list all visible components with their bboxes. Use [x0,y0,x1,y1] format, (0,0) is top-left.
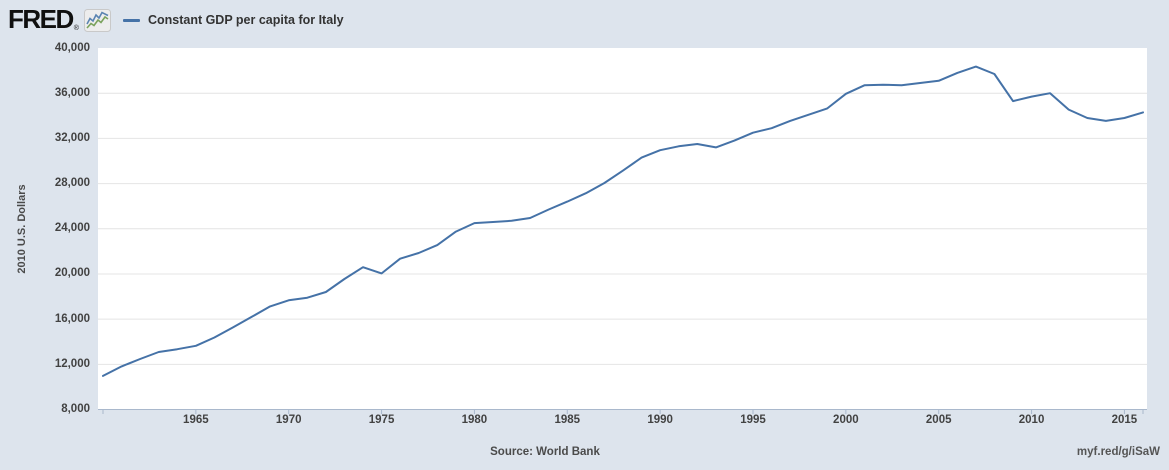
chart-header: FRED ® Constant GDP per capita for Italy [8,5,344,35]
x-axis-tick-label: 1965 [183,414,209,426]
y-axis-tick-label: 8,000 [61,403,90,415]
y-axis-tick-label: 40,000 [54,41,90,54]
logo-icon-green-line [86,15,109,29]
y-axis-tick-label: 36,000 [54,86,90,99]
y-axis-title: 2010 U.S. Dollars [16,184,28,274]
x-axis-tick-label: 2010 [1018,414,1045,426]
source-text: Source: World Bank [490,446,600,458]
fred-logo-text: FRED [8,4,74,35]
x-axis-tick-label: 2000 [833,414,859,426]
y-axis-tick-label: 12,000 [54,357,90,370]
legend-series-label[interactable]: Constant GDP per capita for Italy [147,13,344,27]
y-axis-tick-label: 16,000 [54,312,90,325]
fred-logo-chart-icon [83,8,111,32]
x-axis-tick-label: 1980 [461,414,488,426]
x-axis-tick-label: 1970 [275,414,302,426]
x-axis-tick-label: 2015 [1111,414,1138,426]
logo-icon-blue-line [86,10,109,24]
data-line-constant-gdp-per-capita-italy[interactable] [102,65,1144,377]
x-axis-tick-label: 2005 [925,414,952,426]
short-url-link[interactable]: myf.red/g/iSaW [1076,446,1160,458]
y-axis-tick-label: 32,000 [54,131,90,144]
x-axis-tick-label: 1975 [368,414,395,426]
legend-line-sample [122,18,140,22]
y-axis-tick-label: 20,000 [54,267,90,280]
x-axis-tick-label: 1990 [647,414,673,426]
x-axis-tick-label: 1985 [554,414,581,426]
registered-trademark-icon: ® [73,24,79,32]
y-axis-tick-label: 28,000 [54,177,90,190]
fred-logo[interactable]: FRED ® [8,4,79,35]
legend: Constant GDP per capita for Italy [122,13,344,27]
x-axis-tick-label: 1995 [740,414,766,426]
y-axis-tick-label: 24,000 [54,222,90,235]
